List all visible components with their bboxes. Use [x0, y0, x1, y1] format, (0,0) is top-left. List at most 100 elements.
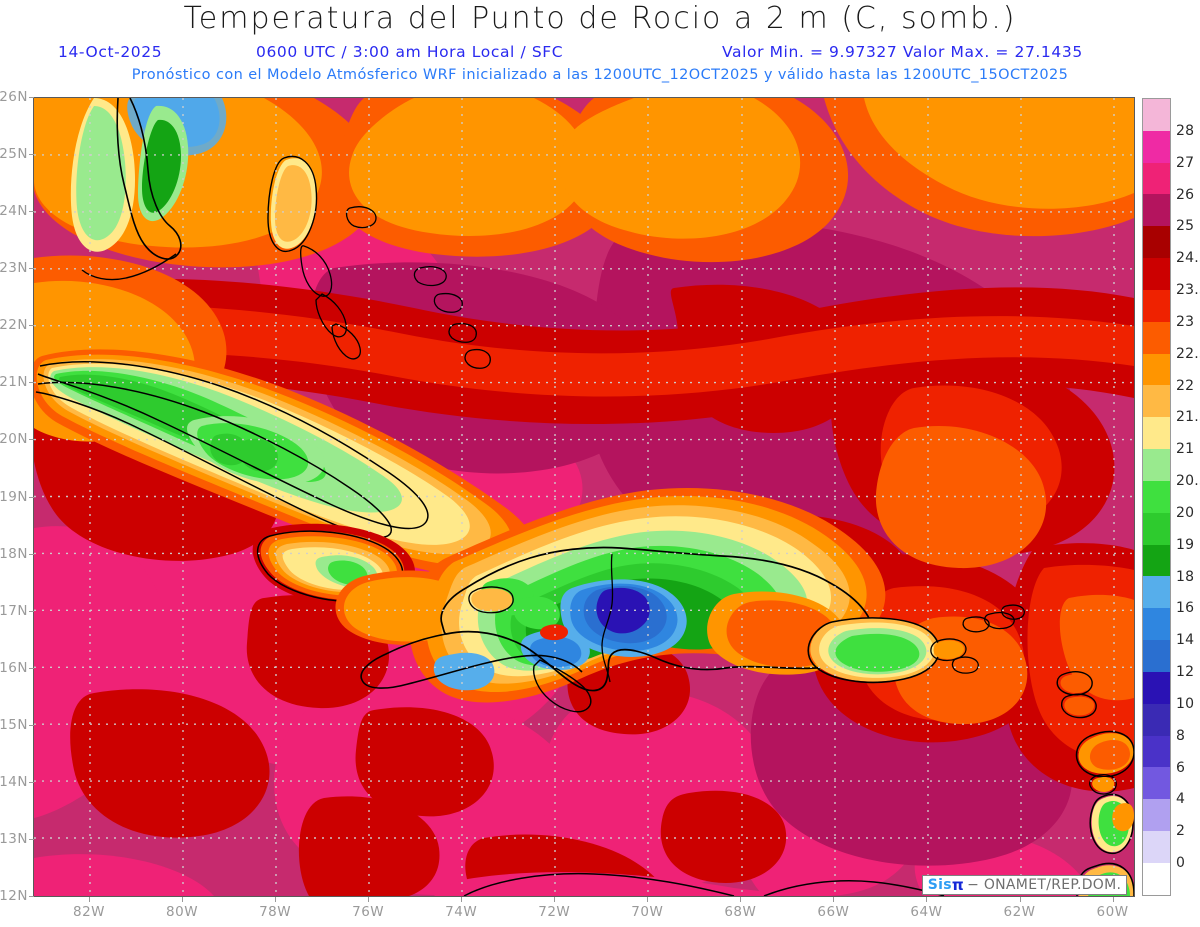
- colorbar-swatch: [1143, 767, 1170, 800]
- colorbar-swatch: [1143, 226, 1170, 259]
- colorbar-tick-label: 22.5: [1176, 345, 1200, 362]
- lon-tick-label: 60W: [1096, 904, 1129, 920]
- colorbar-tick-label: 28: [1176, 122, 1195, 139]
- lat-tick-label: 24N: [0, 203, 28, 220]
- lat-tick-label: 14N: [0, 773, 28, 790]
- lat-tick-label: 15N: [0, 716, 28, 733]
- colorbar-tick-label: 8: [1176, 727, 1186, 744]
- lat-tick-label: 20N: [0, 431, 28, 448]
- lat-tick-mark: [29, 268, 34, 270]
- lon-tick-mark: [275, 897, 277, 902]
- model-description: Pronóstico con el Modelo Atmósferico WRF…: [131, 67, 1069, 83]
- colorbar-tick-label: 4: [1176, 791, 1186, 808]
- colorbar-swatch: [1143, 353, 1170, 386]
- colorbar-swatch: [1143, 544, 1170, 577]
- map-canvas[interactable]: [33, 97, 1135, 897]
- lat-tick-mark: [29, 553, 34, 555]
- lon-tick-label: 70W: [631, 904, 664, 920]
- colorbar-swatch: [1143, 799, 1170, 832]
- colorbar-swatch: [1143, 417, 1170, 450]
- lat-tick-label: 12N: [0, 888, 28, 904]
- lat-tick-mark: [29, 781, 34, 783]
- lon-tick-mark: [1112, 897, 1114, 902]
- colorbar-swatch: [1143, 831, 1170, 863]
- colorbar-tick-label: 24.5: [1176, 250, 1200, 267]
- logo-pi-icon: π: [951, 876, 965, 894]
- lon-tick-mark: [647, 897, 649, 902]
- lat-tick-label: 16N: [0, 659, 28, 676]
- lat-tick-mark: [29, 154, 34, 156]
- lat-tick-mark: [29, 382, 34, 384]
- lat-tick-label: 21N: [0, 374, 28, 391]
- lon-tick-label: 76W: [352, 904, 385, 920]
- lon-tick-label: 74W: [445, 904, 478, 920]
- colorbar-swatch: [1143, 640, 1170, 672]
- lat-tick-label: 26N: [0, 89, 28, 105]
- lon-tick-mark: [740, 897, 742, 902]
- colorbar-tick-label: 21: [1176, 441, 1195, 458]
- lon-tick-mark: [461, 897, 463, 902]
- colorbar-tick-label: 16: [1176, 600, 1195, 617]
- colorbar-tick-label: 27: [1176, 154, 1195, 171]
- colorbar-tick-label: 23: [1176, 313, 1195, 330]
- lat-tick-label: 13N: [0, 830, 28, 847]
- map-gridlines: [34, 98, 1134, 896]
- colorbar[interactable]: [1142, 98, 1171, 896]
- lon-tick-label: 68W: [724, 904, 757, 920]
- forecast-date: 14-Oct-2025: [58, 43, 163, 61]
- chart-header: Temperatura del Punto de Rocio a 2 m (C,…: [0, 0, 1200, 95]
- lon-tick-label: 66W: [817, 904, 850, 920]
- colorbar-swatch: [1143, 321, 1170, 354]
- colorbar-tick-label: 2: [1176, 823, 1186, 840]
- colorbar-tick-label: 19: [1176, 536, 1195, 553]
- colorbar-tick-label: 18: [1176, 568, 1195, 585]
- colorbar-tick-label: 20: [1176, 504, 1195, 521]
- colorbar-swatch: [1143, 671, 1170, 704]
- attribution-logo: Sis π − ONAMET/REP.DOM.: [922, 875, 1127, 895]
- lon-tick-mark: [89, 897, 90, 902]
- colorbar-swatch: [1143, 576, 1170, 609]
- logo-sis-text: Sis: [927, 877, 952, 893]
- colorbar-swatch: [1143, 735, 1170, 768]
- lon-tick-mark: [554, 897, 556, 902]
- colorbar-tick-label: 22: [1176, 377, 1195, 394]
- colorbar-tick-label: 21.5: [1176, 409, 1200, 426]
- lat-tick-mark: [29, 97, 34, 98]
- colorbar-tick-label: 14: [1176, 632, 1195, 649]
- land-hispaniola: [335, 487, 886, 713]
- colorbar-tick-label: 23.5: [1176, 282, 1200, 299]
- lon-tick-label: 78W: [259, 904, 292, 920]
- logo-org-text: − ONAMET/REP.DOM.: [967, 877, 1122, 893]
- colorbar-tick-label: 10: [1176, 695, 1195, 712]
- lat-tick-label: 17N: [0, 602, 28, 619]
- colorbar-swatch: [1143, 449, 1170, 481]
- lon-tick-label: 64W: [910, 904, 943, 920]
- lon-tick-mark: [368, 897, 370, 902]
- lat-tick-label: 25N: [0, 146, 28, 163]
- value-min-max: Valor Min. = 9.97327 Valor Max. = 27.143…: [722, 43, 1083, 61]
- dewpoint-heatmap: [34, 98, 1134, 896]
- colorbar-swatch: [1143, 480, 1170, 513]
- lon-tick-mark: [182, 897, 184, 902]
- colorbar-swatch: [1143, 703, 1170, 736]
- lat-tick-label: 19N: [0, 488, 28, 505]
- lat-tick-mark: [29, 667, 34, 669]
- lat-tick-mark: [29, 838, 34, 840]
- lon-tick-mark: [833, 897, 835, 902]
- colorbar-swatch: [1143, 258, 1170, 290]
- land-puerto-rico: [807, 617, 967, 684]
- colorbar-swatch: [1143, 162, 1170, 195]
- lat-tick-label: 18N: [0, 545, 28, 562]
- colorbar-tick-label: 20.5: [1176, 473, 1200, 490]
- page-title: Temperatura del Punto de Rocio a 2 m (C,…: [183, 1, 1017, 36]
- lat-tick-label: 23N: [0, 260, 28, 277]
- colorbar-swatch: [1143, 385, 1170, 418]
- lon-tick-label: 80W: [166, 904, 199, 920]
- lat-tick-label: 22N: [0, 317, 28, 334]
- lat-tick-mark: [29, 211, 34, 213]
- lat-tick-mark: [29, 325, 34, 327]
- colorbar-tick-label: 6: [1176, 759, 1186, 776]
- lat-tick-mark: [29, 610, 34, 612]
- lat-tick-mark: [29, 496, 34, 498]
- colorbar-tick-label: 25: [1176, 218, 1195, 235]
